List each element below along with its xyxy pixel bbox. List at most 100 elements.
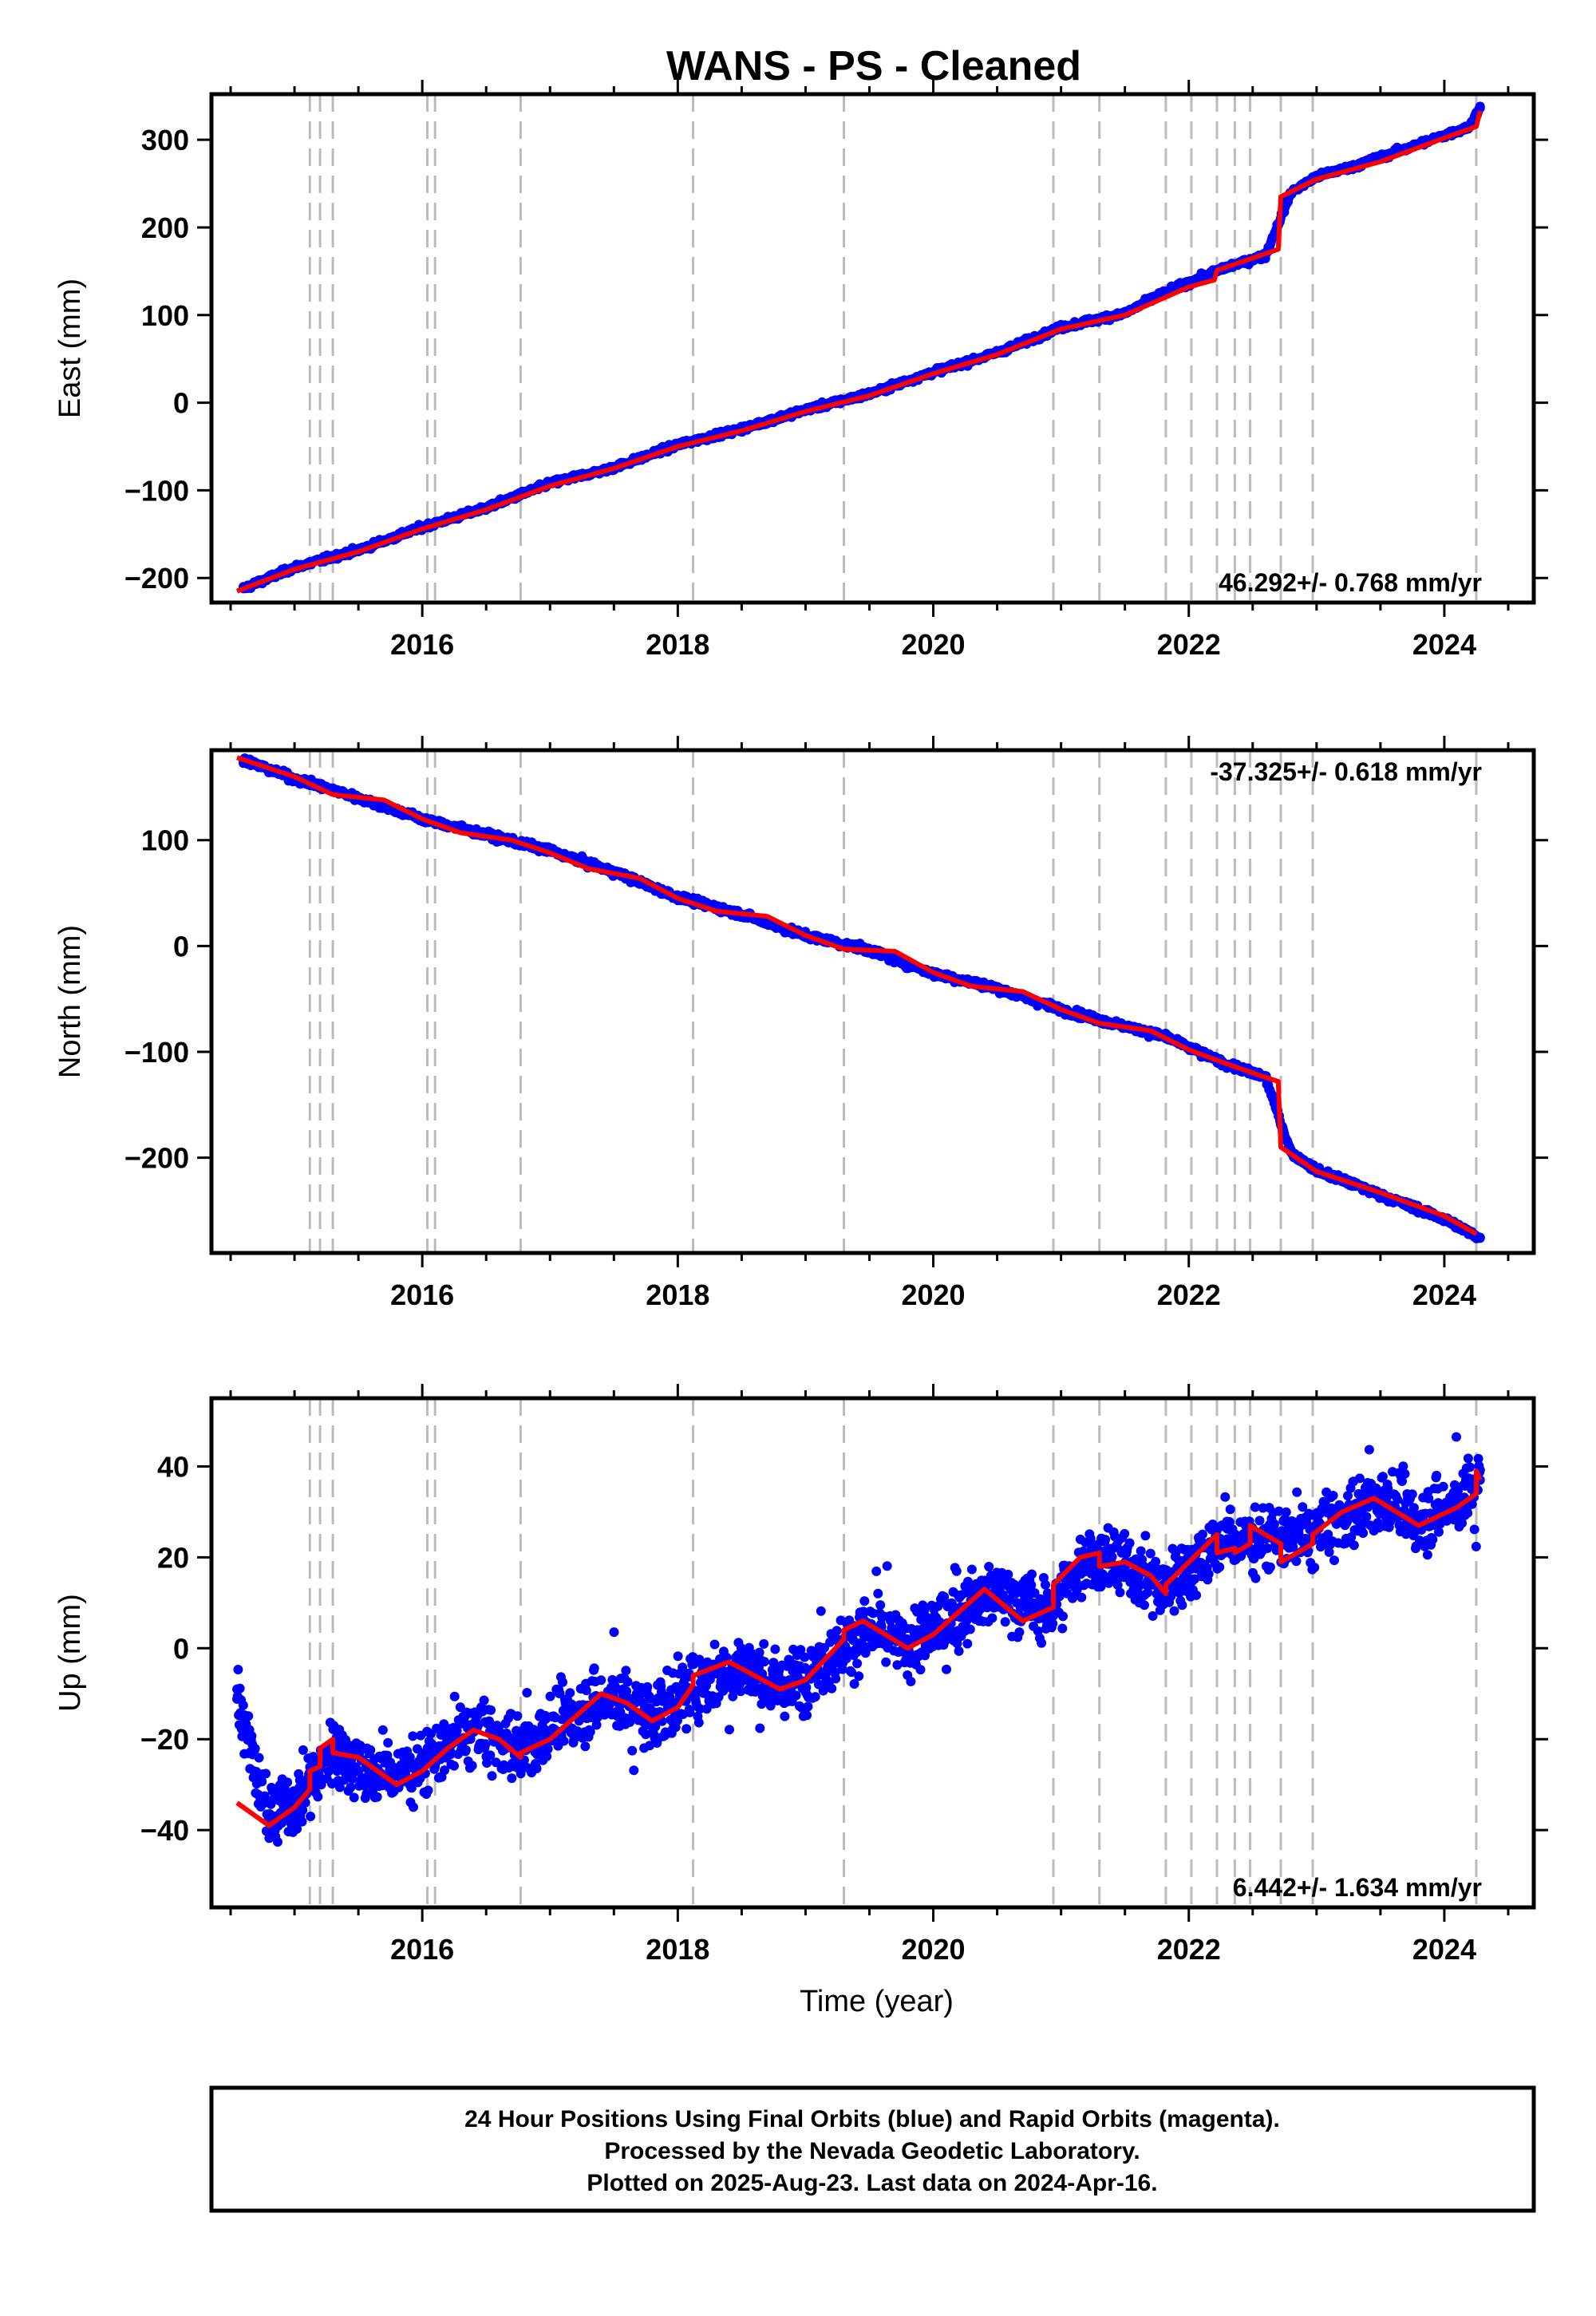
data-point bbox=[297, 1816, 307, 1827]
data-point bbox=[854, 1671, 864, 1682]
y-axis-label: North (mm) bbox=[53, 925, 87, 1078]
data-point bbox=[800, 1652, 810, 1662]
data-point bbox=[292, 1824, 302, 1834]
data-point bbox=[873, 1588, 883, 1599]
panels: 2016 2018 2020 2022 2024−200−1000100200300Ea… bbox=[53, 80, 1548, 2018]
data-point bbox=[650, 1721, 661, 1732]
data-point bbox=[243, 1711, 254, 1721]
data-point bbox=[372, 1792, 382, 1802]
data-point bbox=[480, 1739, 491, 1749]
data-point bbox=[559, 1736, 569, 1746]
model-fit-line bbox=[235, 110, 1483, 594]
data-point bbox=[832, 1626, 842, 1636]
data-point bbox=[479, 1695, 489, 1705]
data-point bbox=[801, 1682, 812, 1693]
data-point bbox=[558, 1677, 567, 1687]
y-tick-label: −100 bbox=[124, 474, 189, 507]
data-point bbox=[522, 1688, 532, 1697]
data-point bbox=[349, 1792, 359, 1803]
data-point bbox=[852, 1658, 863, 1669]
data-point bbox=[952, 1638, 962, 1649]
x-tick-label: 2018 bbox=[646, 1279, 709, 1311]
data-point bbox=[542, 1751, 552, 1761]
x-tick-label: 2016 bbox=[390, 628, 454, 661]
data-point bbox=[827, 1683, 837, 1694]
data-point bbox=[449, 1691, 460, 1701]
final-orbit-points bbox=[239, 753, 1485, 1243]
data-point bbox=[282, 1777, 293, 1788]
data-point bbox=[825, 1637, 836, 1647]
data-point bbox=[413, 1744, 422, 1754]
data-point bbox=[770, 1644, 780, 1654]
data-point bbox=[868, 1608, 878, 1618]
data-point bbox=[238, 1700, 248, 1710]
y-axis-label: East (mm) bbox=[53, 279, 87, 418]
data-point bbox=[507, 1773, 517, 1784]
data-point bbox=[334, 1782, 345, 1792]
y-tick-label: −200 bbox=[124, 562, 189, 595]
data-point bbox=[313, 1792, 323, 1802]
data-point bbox=[569, 1734, 579, 1745]
data-point bbox=[233, 1665, 243, 1674]
data-point bbox=[906, 1677, 916, 1686]
data-point bbox=[565, 1688, 575, 1698]
panel-east: 2016 2018 2020 2022 2024−200−1000100200300Ea… bbox=[53, 80, 1548, 661]
data-point bbox=[485, 1750, 496, 1761]
data-point bbox=[445, 1749, 456, 1760]
data-point bbox=[622, 1677, 633, 1687]
data-point bbox=[250, 1744, 260, 1753]
data-point bbox=[685, 1707, 695, 1717]
data-point bbox=[841, 1654, 851, 1664]
data-point bbox=[486, 1705, 496, 1715]
data-point bbox=[406, 1783, 417, 1793]
data-point bbox=[516, 1769, 526, 1779]
plot-frame bbox=[209, 748, 1536, 1255]
data-point bbox=[298, 1805, 308, 1816]
data-point bbox=[942, 1664, 951, 1674]
data-point bbox=[754, 1647, 764, 1658]
rate-label: 46.292+/- 0.768 mm/yr bbox=[1219, 568, 1482, 597]
data-point bbox=[487, 1771, 497, 1781]
x-tick-label: 2018 bbox=[646, 628, 709, 661]
data-point bbox=[856, 1638, 867, 1648]
data-point bbox=[629, 1765, 639, 1776]
data-point bbox=[254, 1753, 264, 1763]
data-point bbox=[377, 1725, 388, 1735]
data-point bbox=[645, 1741, 655, 1751]
data-point bbox=[621, 1666, 631, 1676]
data-point bbox=[346, 1782, 356, 1792]
data-point bbox=[440, 1765, 449, 1776]
data-point bbox=[467, 1761, 477, 1771]
data-point bbox=[796, 1645, 806, 1655]
data-point bbox=[695, 1704, 705, 1714]
data-point bbox=[681, 1724, 692, 1734]
data-point bbox=[802, 1710, 812, 1721]
data-point bbox=[585, 1726, 595, 1737]
chart-title: WANS - PS - Cleaned bbox=[666, 43, 1081, 89]
data-point bbox=[759, 1638, 769, 1649]
data-point bbox=[755, 1723, 765, 1733]
y-tick-label: 300 bbox=[141, 124, 189, 156]
data-point bbox=[816, 1606, 826, 1616]
data-point bbox=[423, 1785, 433, 1796]
event-lines bbox=[308, 750, 1478, 1253]
data-point bbox=[365, 1745, 376, 1755]
data-point bbox=[736, 1686, 746, 1697]
x-tick-label: 2020 bbox=[901, 628, 965, 661]
data-point bbox=[580, 1741, 591, 1752]
data-point bbox=[673, 1651, 683, 1662]
x-tick-label: 2020 bbox=[901, 1279, 965, 1311]
data-point bbox=[512, 1711, 523, 1721]
data-point bbox=[491, 1757, 501, 1768]
data-point bbox=[383, 1737, 393, 1748]
data-point bbox=[780, 1711, 790, 1721]
data-point bbox=[596, 1675, 606, 1686]
data-point bbox=[709, 1639, 720, 1650]
x-tick-label: 2016 bbox=[390, 1279, 454, 1311]
data-point bbox=[257, 1777, 267, 1787]
y-tick-label: 200 bbox=[141, 211, 189, 244]
data-point bbox=[875, 1600, 886, 1611]
data-point bbox=[892, 1660, 903, 1670]
data-point bbox=[847, 1667, 856, 1678]
